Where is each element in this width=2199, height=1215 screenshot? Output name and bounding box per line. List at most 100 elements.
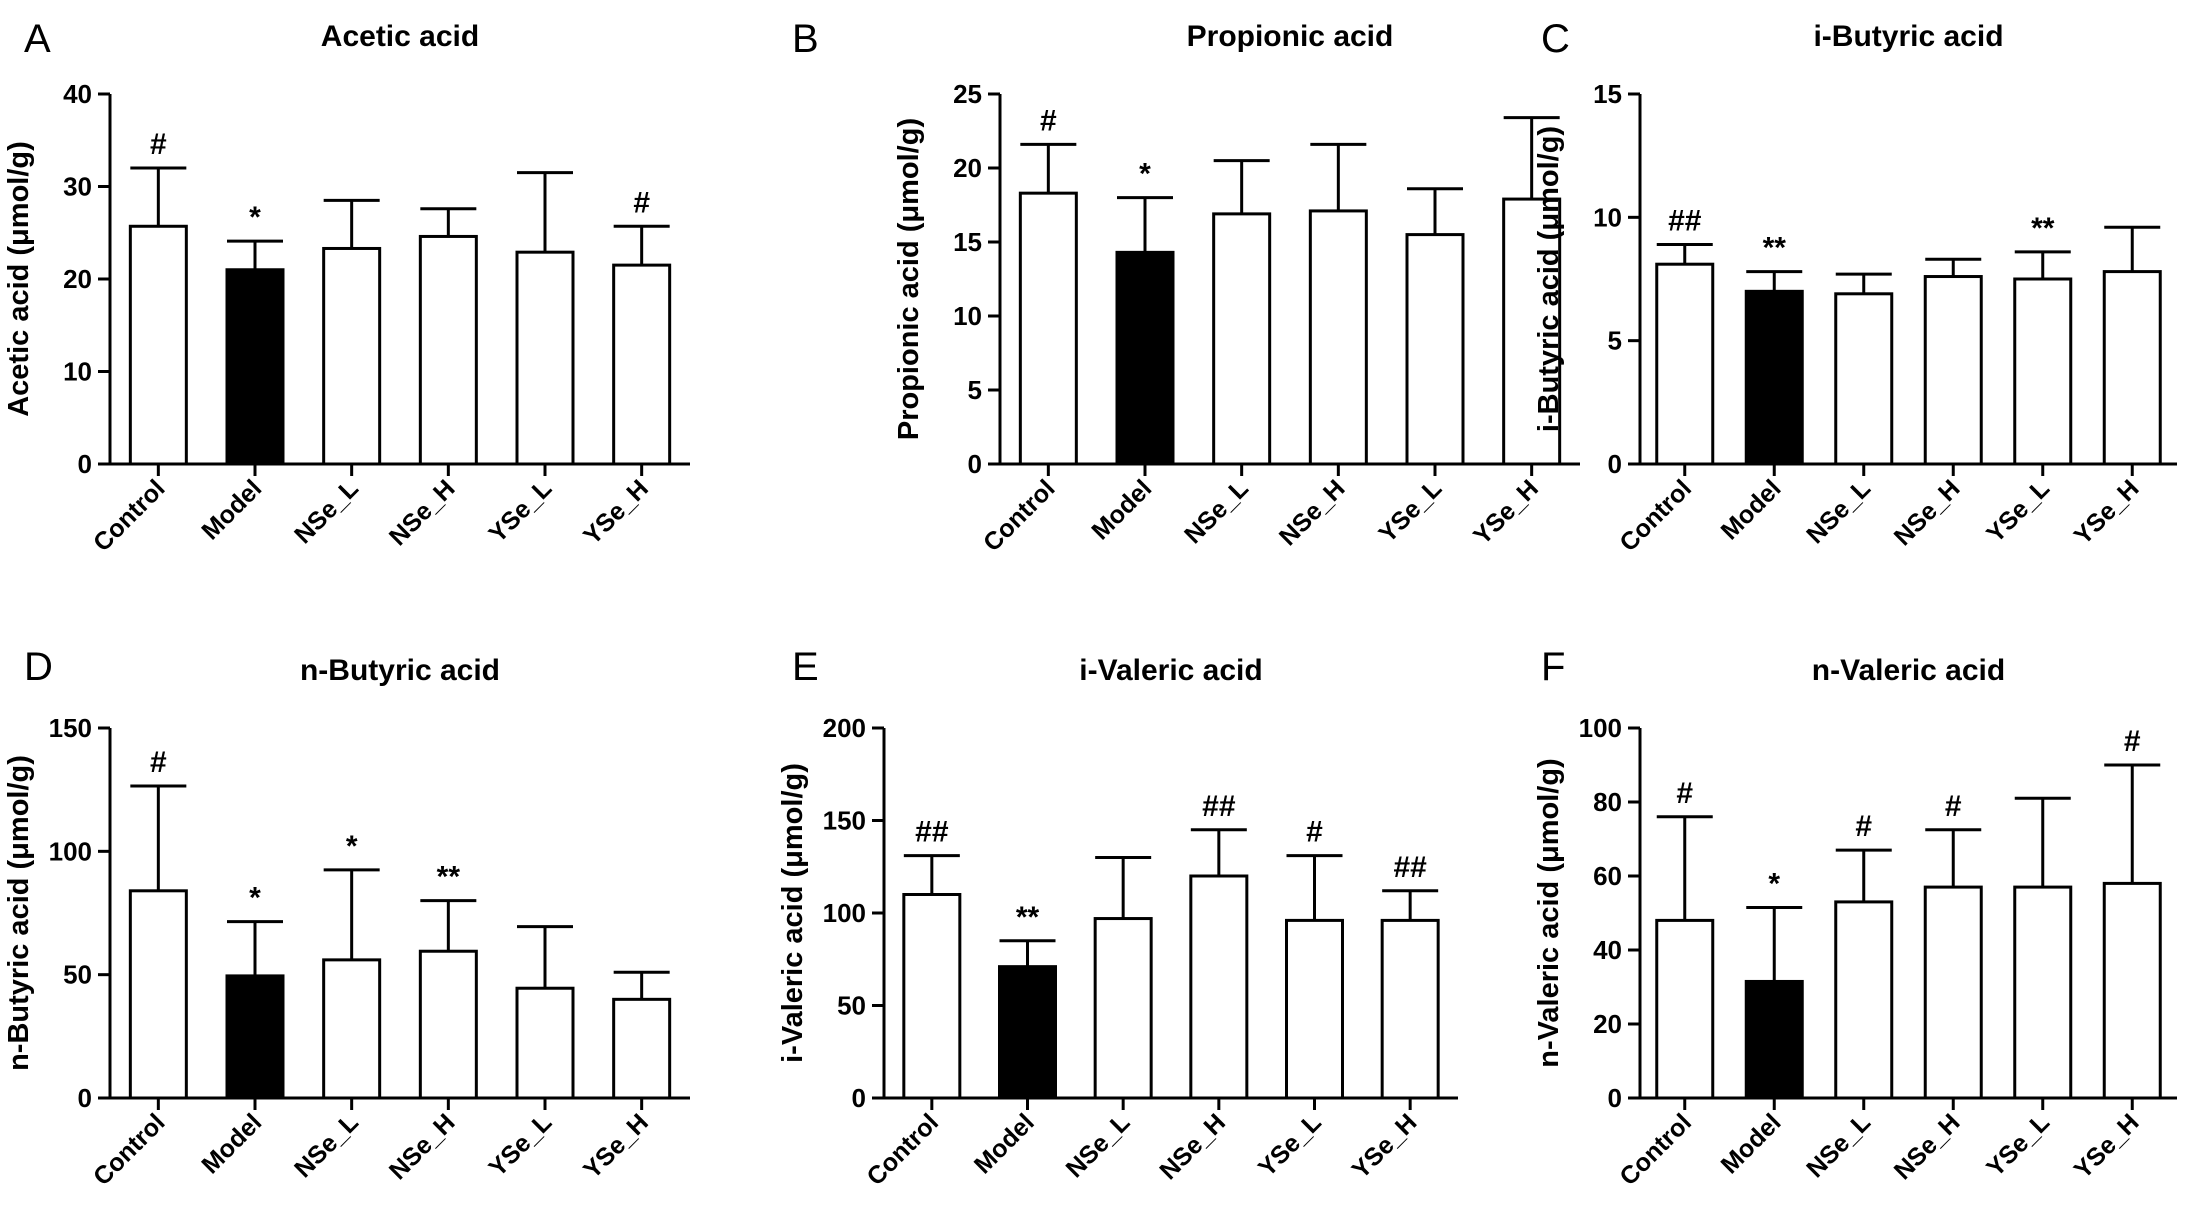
panel-b-title: Propionic acid: [1187, 20, 1394, 53]
panel-f-ytick-label: 100: [1579, 713, 1622, 743]
panel-e-xtick-label: Control: [861, 1108, 944, 1191]
panel-a-xtick-label: Control: [88, 474, 171, 557]
panel-f-bar-yse-l: [2013, 885, 2073, 1100]
panel-a-xtick-label: NSe_H: [384, 474, 461, 551]
panel-d-xtick-label: Control: [88, 1108, 171, 1191]
panel-c-annotation: **: [2031, 212, 2055, 245]
panel-f-ytick-label: 60: [1593, 861, 1622, 891]
panel-b-xtick-label: YSe_L: [1373, 474, 1447, 548]
panel-e-annotation: ##: [915, 816, 949, 849]
panel-a-xtick-label: Model: [196, 474, 267, 545]
panel-a-bar-nse-h: [418, 234, 478, 466]
panel-c-letter: C: [1541, 17, 1570, 61]
panel-a-bar-model: [225, 268, 285, 466]
panel-d-xtick-label: YSe_L: [483, 1108, 557, 1182]
panel-e-xtick-label: YSe_L: [1253, 1108, 1327, 1182]
panel-c-title: i-Butyric acid: [1813, 20, 2003, 53]
panel-f-xtick-label: YSe_H: [2069, 1108, 2145, 1184]
panel-d-bar-nse-h: [418, 949, 478, 1100]
panel-f-ytick-label: 80: [1593, 787, 1622, 817]
panel-c-xtick-label: NSe_H: [1889, 474, 1966, 551]
panel-e-bar-yse-l: [1285, 918, 1344, 1100]
panel-e-letter: E: [792, 645, 819, 689]
panel-b-xtick-label: Model: [1086, 474, 1157, 545]
panel-f-xtick-label: YSe_L: [1981, 1108, 2055, 1182]
panel-e-annotation: #: [1306, 816, 1323, 849]
panel-d-ytick-label: 150: [49, 713, 92, 743]
panel-f-xtick-label: Control: [1614, 1108, 1697, 1191]
panel-d-letter: D: [24, 645, 53, 689]
panel-c-xtick-label: NSe_L: [1801, 474, 1876, 549]
panel-c-annotation: ##: [1668, 204, 1702, 237]
panel-f-xtick-label: Model: [1716, 1108, 1787, 1179]
panel-e-bar-nse-l: [1093, 917, 1153, 1100]
panel-e-ytick-label: 100: [823, 898, 866, 928]
panel-c-ylabel: i-Butyric acid (μmol/g): [1533, 126, 1565, 432]
panel-a-bar-yse-l: [515, 250, 575, 466]
panel-a-annotation: #: [150, 128, 167, 161]
panel-b-bar-yse-h: [1502, 197, 1562, 466]
panel-d-ytick-label: 100: [49, 836, 92, 866]
panel-e-annotation: **: [1016, 901, 1040, 934]
panel-f-title: n-Valeric acid: [1812, 654, 2005, 687]
panel-c-ytick-label: 5: [1608, 326, 1622, 356]
panel-d-bar-yse-h: [612, 997, 672, 1100]
panel-f-annotation: #: [1945, 790, 1962, 823]
panel-b-annotation: #: [1040, 104, 1057, 137]
panel-b-ytick-label: 10: [953, 301, 982, 331]
panel-d-xtick-label: Model: [196, 1108, 267, 1179]
panel-d-bar-yse-l: [515, 986, 575, 1100]
panel-d-xtick-label: YSe_H: [578, 1108, 654, 1184]
panel-e-bar-control: [902, 893, 962, 1100]
panel-a-bar-yse-h: [612, 263, 672, 466]
panel-a-annotation: *: [249, 201, 261, 234]
panel-a-xtick-label: NSe_L: [289, 474, 364, 549]
panel-d-bar-control: [128, 889, 188, 1100]
panel-a-ylabel: Acetic acid (μmol/g): [3, 141, 35, 417]
panel-e-xtick-label: YSe_H: [1347, 1108, 1423, 1184]
panel-a-bar-nse-l: [322, 246, 382, 466]
panel-e-ytick-label: 0: [852, 1083, 866, 1113]
panel-b-ytick-label: 25: [953, 79, 982, 109]
panel-f-ytick-label: 20: [1593, 1009, 1622, 1039]
panel-d-annotation: **: [437, 861, 461, 894]
panel-b-xtick-label: YSe_H: [1468, 474, 1544, 550]
panel-d-bar-model: [225, 974, 285, 1100]
panel-f-annotation: #: [1676, 777, 1693, 810]
panel-e-xtick-label: Model: [969, 1108, 1040, 1179]
panel-d-annotation: *: [346, 830, 358, 863]
panel-c-bar-nse-h: [1923, 275, 1983, 466]
panel-e-ytick-label: 50: [837, 991, 866, 1021]
panel-b-letter: B: [792, 17, 819, 61]
panel-d-ytick-label: 50: [63, 960, 92, 990]
panel-f-xtick-label: NSe_L: [1801, 1108, 1876, 1183]
panel-e-annotation: ##: [1393, 851, 1427, 884]
panel-c-annotation: **: [1763, 232, 1787, 265]
panel-f-letter: F: [1541, 645, 1565, 689]
panel-e-ylabel: i-Valeric acid (μmol/g): [777, 763, 809, 1063]
panel-c-xtick-label: Control: [1614, 474, 1697, 557]
panel-a-ytick-label: 20: [63, 264, 92, 294]
panel-e-ytick-label: 200: [823, 713, 866, 743]
panel-f-bar-nse-h: [1923, 885, 1983, 1100]
panel-c-ytick-label: 0: [1608, 449, 1622, 479]
panel-f-ylabel: n-Valeric acid (μmol/g): [1533, 758, 1565, 1067]
panel-c-bar-nse-l: [1834, 292, 1894, 466]
panel-e-ytick-label: 150: [823, 806, 866, 836]
panel-f-annotation: *: [1768, 867, 1780, 900]
panel-e-xtick-label: NSe_H: [1154, 1108, 1231, 1185]
panel-e-title: i-Valeric acid: [1079, 654, 1262, 687]
panel-b-bar-nse-l: [1212, 212, 1272, 466]
panel-a-xtick-label: YSe_H: [578, 474, 654, 550]
panel-f-annotation: #: [1855, 810, 1872, 843]
panel-a-ytick-label: 30: [63, 172, 92, 202]
panel-a-xtick-label: YSe_L: [483, 474, 557, 548]
panel-c-bar-model: [1744, 289, 1804, 466]
panel-f-ytick-label: 40: [1593, 935, 1622, 965]
panel-c-xtick-label: YSe_H: [2069, 474, 2145, 550]
panel-d-ylabel: n-Butyric acid (μmol/g): [3, 755, 35, 1071]
panel-c-bar-yse-l: [2013, 277, 2073, 466]
panel-f-bar-yse-h: [2102, 881, 2162, 1100]
panel-b-bar-model: [1115, 250, 1175, 466]
